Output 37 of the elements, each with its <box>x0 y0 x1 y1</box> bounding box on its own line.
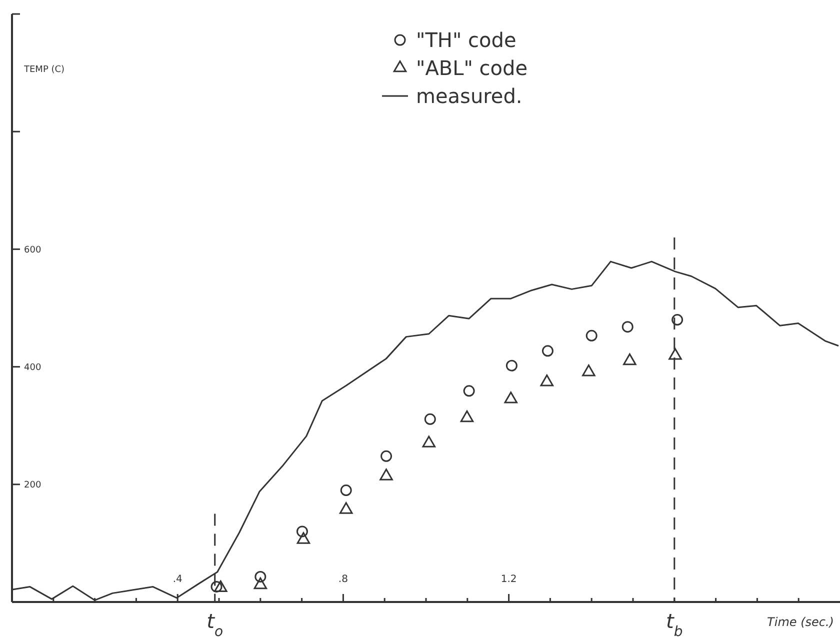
point <box>586 330 598 342</box>
point <box>623 353 636 366</box>
point <box>504 392 518 404</box>
legend-label: "ABL" code <box>416 56 528 80</box>
ref-line-label: t$_{b}$ <box>666 609 683 637</box>
point <box>424 413 436 425</box>
y-tick-label: 400 <box>24 362 42 373</box>
x-tick-label: .8 <box>338 574 348 585</box>
point <box>296 532 310 544</box>
point <box>668 348 682 360</box>
point <box>380 468 393 480</box>
legend-label: measured. <box>416 84 522 108</box>
point <box>542 345 554 357</box>
point <box>340 484 352 496</box>
point <box>210 580 222 592</box>
point <box>582 364 596 376</box>
y-axis-title: TEMP (C) <box>23 65 65 75</box>
point <box>214 580 228 592</box>
ref-line-label: t$_{o}$ <box>206 609 224 637</box>
legend-label: "TH" code <box>416 28 516 52</box>
point <box>254 577 268 590</box>
point <box>672 314 684 326</box>
y-tick-label: 200 <box>24 480 42 491</box>
x-tick-label: 1.2 <box>500 574 517 585</box>
point <box>540 374 554 386</box>
point <box>622 321 634 333</box>
point <box>296 526 308 538</box>
y-tick-label: 600 <box>24 245 42 256</box>
point <box>339 502 353 514</box>
point <box>380 450 392 462</box>
point <box>463 385 475 397</box>
point <box>422 436 436 448</box>
point <box>506 360 518 372</box>
point <box>254 570 266 582</box>
x-tick-label: .4 <box>172 574 182 585</box>
point <box>460 410 474 422</box>
x-axis-title: Time (sec.) <box>767 615 834 629</box>
